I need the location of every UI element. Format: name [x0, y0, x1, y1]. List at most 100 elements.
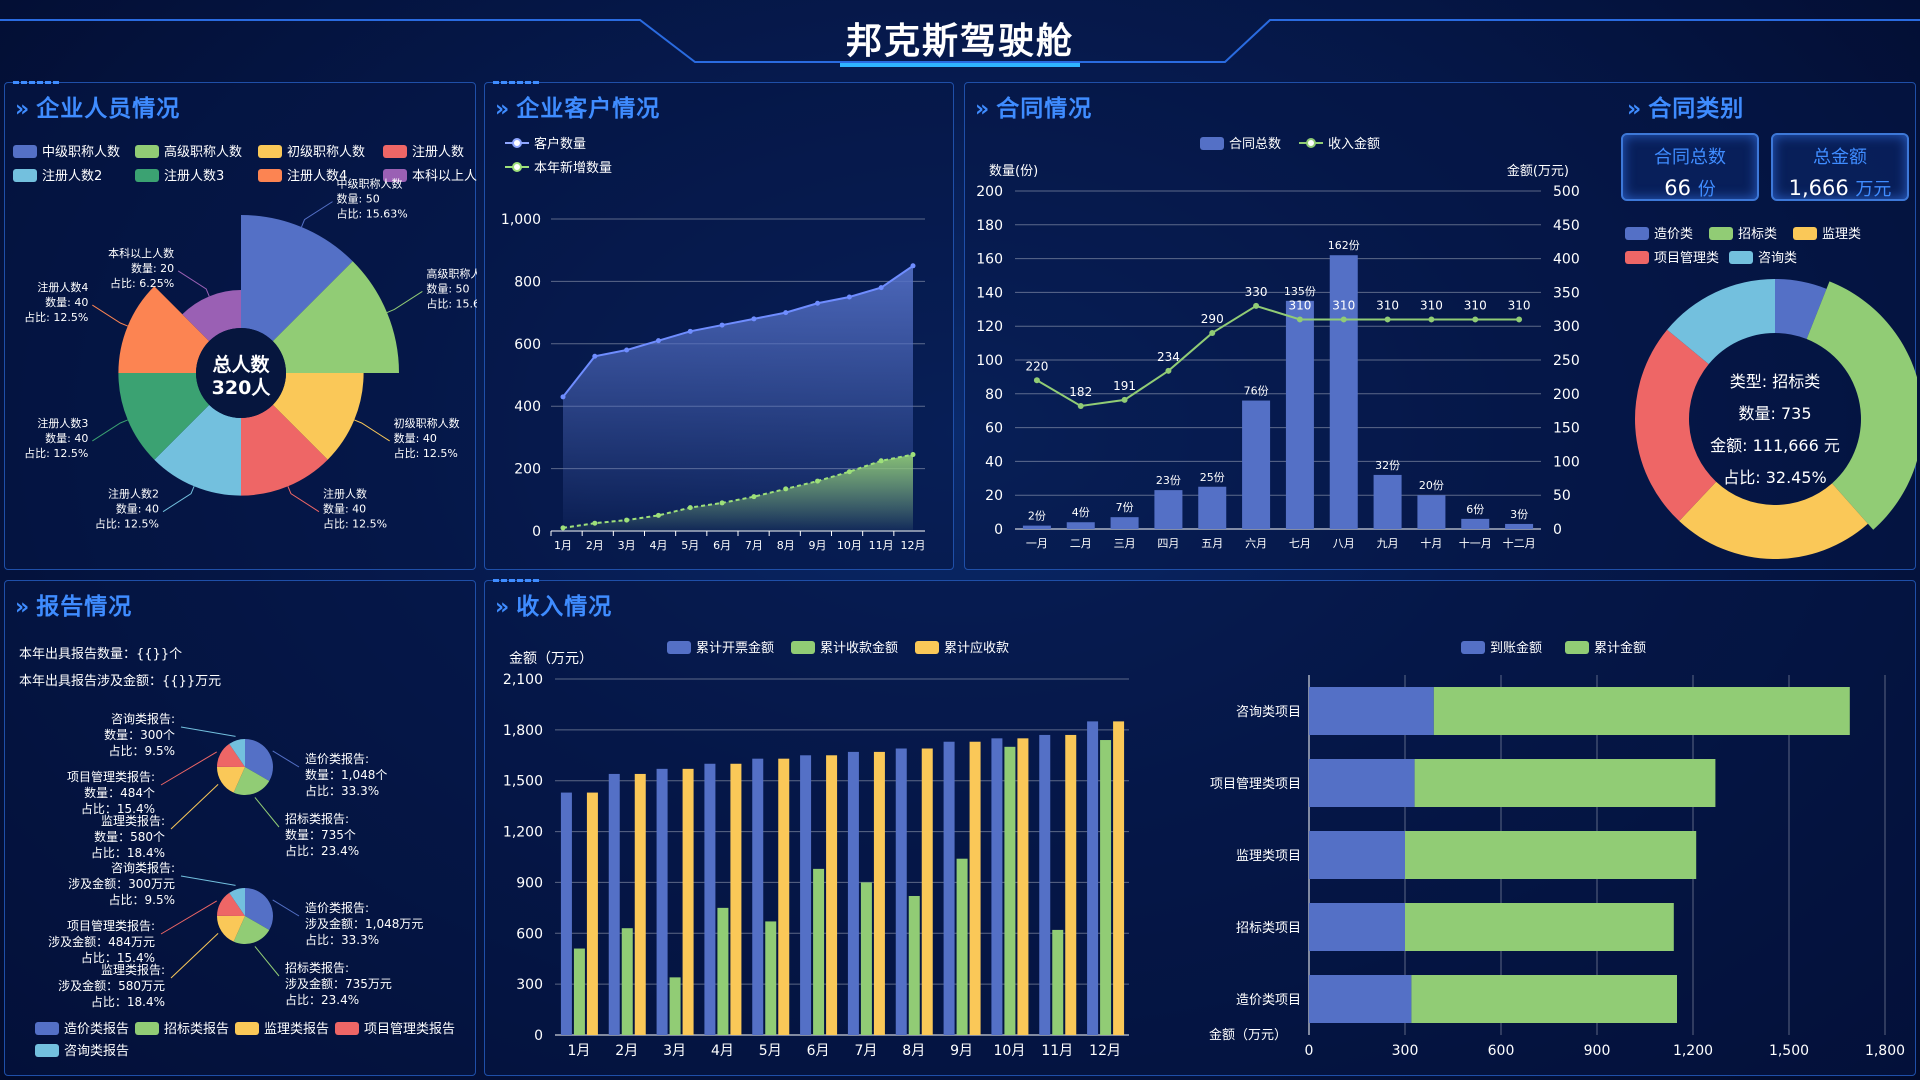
contract-types-slice: [1775, 279, 1827, 340]
staff-leader-line: [287, 486, 320, 513]
customers-point: [624, 347, 630, 353]
income-xtick: 2月: [615, 1043, 638, 1059]
customers-xtick: 9月: [809, 539, 827, 552]
contracts-bar-label: 3份: [1510, 508, 1528, 521]
income-bar: [1052, 929, 1064, 1035]
reports-legend-item-label: 监理类报告: [264, 1022, 329, 1037]
contracts-line-label: 310: [1288, 298, 1311, 312]
income-ytick: 300: [516, 977, 543, 993]
reports-amount-slice-label: 项目管理类报告:: [67, 918, 155, 933]
reports-count-leader-line: [160, 751, 218, 786]
customers-point: [719, 500, 725, 506]
reports-amount-slice-label: 涉及金额：1,048万元: [305, 916, 423, 931]
reports-amount-slice: [233, 916, 270, 944]
contracts-xtick: 八月: [1333, 537, 1355, 550]
contracts-xtick: 四月: [1157, 537, 1179, 550]
panel-title-customers: » 企业客户情况: [495, 89, 660, 123]
contracts-line-label: 310: [1508, 298, 1531, 312]
staff-slice-pct: 占比: 12.5%: [95, 517, 159, 531]
reports-amount-slice-label: 占比：18.4%: [91, 994, 165, 1009]
contracts-legend-item-label: 合同总数: [1229, 137, 1281, 152]
income-projects-xtick: 0: [1305, 1043, 1314, 1059]
customers-ytick: 0: [532, 524, 541, 540]
income-projects-bar: [1405, 903, 1674, 951]
staff-slice-value: 数量: 40: [116, 503, 159, 516]
panel-title-text: 收入情况: [516, 594, 613, 620]
panel-customers: » 企业客户情况 客户数量 本年新增数量 0 200 400 600 800 1,000 1月 2月…: [484, 81, 954, 570]
reports-count-slice: [229, 739, 245, 767]
income-projects-bar: [1309, 687, 1434, 735]
staff-slice-value: 数量: 50: [337, 193, 380, 206]
customers-point: [878, 285, 884, 291]
staff-slice-value: 数量: 50: [426, 282, 469, 295]
contracts-point: [1121, 396, 1128, 403]
income-projects-xtick: 1,200: [1673, 1043, 1713, 1059]
chevron-double-right-icon: »: [495, 97, 511, 122]
reports-amount-slice-label: 涉及金额：300万元: [68, 876, 175, 891]
panel-title-income: » 收入情况: [495, 587, 612, 621]
income-xtick: 6月: [807, 1043, 830, 1059]
contracts-xtick: 六月: [1245, 537, 1267, 550]
customers-xtick: 12月: [901, 539, 926, 552]
income-bar: [656, 768, 668, 1035]
reports-chart: 造价类报告:数量：1,048个占比：33.3%招标类报告:数量：735个占比：2…: [35, 711, 455, 1059]
panel-title-text: 企业人员情况: [36, 96, 181, 122]
reports-count-leader-line: [254, 797, 280, 828]
customers-xtick: 10月: [837, 539, 862, 552]
income-ytick: 1,200: [503, 825, 543, 841]
staff-leader-line: [301, 201, 333, 228]
panel-title-contracts: » 合同情况: [975, 89, 1092, 123]
income-legend-item-label: 累计收款金额: [820, 640, 898, 656]
chevron-double-right-icon: »: [975, 97, 991, 122]
contracts-ytick: 120: [976, 319, 1003, 335]
staff-slice: [272, 373, 364, 460]
reports-count-leader-line: [170, 783, 219, 830]
income-ytick: 900: [516, 875, 543, 891]
contracts-line-label: 310: [1376, 298, 1399, 312]
customers-xtick: 2月: [586, 539, 604, 552]
reports-count-slice: [217, 743, 245, 767]
customers-point: [815, 478, 821, 484]
contracts-xtick: 一月: [1026, 537, 1048, 550]
income-projects-ytick: 招标类项目: [1236, 921, 1301, 936]
reports-amount-slice-label: 监理类报告:: [101, 962, 165, 977]
staff-slice-pct: 占比: 15.62%: [426, 296, 477, 310]
contracts-point: [1165, 367, 1172, 374]
staff-legend-item-swatch: [383, 169, 407, 182]
contracts-xtick: 五月: [1201, 537, 1223, 550]
reports-amount-slice-label: 涉及金额：484万元: [48, 934, 155, 949]
staff-leader-line: [177, 270, 210, 297]
contracts-bar-label: 23份: [1156, 474, 1181, 487]
customers-legend-item-label: 本年新增数量: [534, 160, 612, 176]
customers-ytick: 600: [514, 337, 541, 353]
staff-legend-item-swatch: [258, 145, 282, 158]
income-bar: [730, 763, 742, 1035]
staff-legend-item-label: 注册人数2: [42, 169, 102, 184]
income-xtick: 5月: [759, 1043, 782, 1059]
contracts-ytick-right: 200: [1553, 387, 1580, 403]
customers-point: [846, 469, 852, 475]
staff-legend-item-label: 中级职称人数: [42, 145, 120, 160]
contracts-legend-item-swatch-dot: [1306, 138, 1316, 148]
contracts-legend-item-swatch: [1200, 137, 1224, 150]
income-ytick: 600: [516, 926, 543, 942]
contracts-ytick: 160: [976, 252, 1003, 268]
staff-slice-value: 数量: 40: [45, 432, 88, 445]
reports-count-slice-label: 造价类报告:: [305, 751, 369, 766]
contract-types-legend-item-swatch: [1793, 227, 1817, 240]
staff-slice-value: 数量: 20: [131, 262, 174, 275]
total-amount-card: 总金额 1,666 万元: [1771, 133, 1909, 201]
income-bar: [1113, 721, 1125, 1035]
staff-legend-item-swatch: [135, 169, 159, 182]
panel-staff: » 企业人员情况 中级职称人数 高级职称人数 初级职称人数 注册人数 注册人数2 注册人数3…: [4, 81, 477, 570]
reports-count-slice: [233, 767, 270, 795]
contracts-line-label: 290: [1201, 312, 1224, 326]
contracts-point: [1384, 316, 1391, 323]
customers-xtick: 6月: [713, 539, 731, 552]
reports-count-slice-label: 占比：15.4%: [81, 801, 155, 816]
income-xtick: 4月: [711, 1043, 734, 1059]
income-bar: [860, 882, 872, 1035]
income-projects-ytick: 造价类项目: [1236, 993, 1301, 1008]
staff-slice: [272, 261, 399, 373]
